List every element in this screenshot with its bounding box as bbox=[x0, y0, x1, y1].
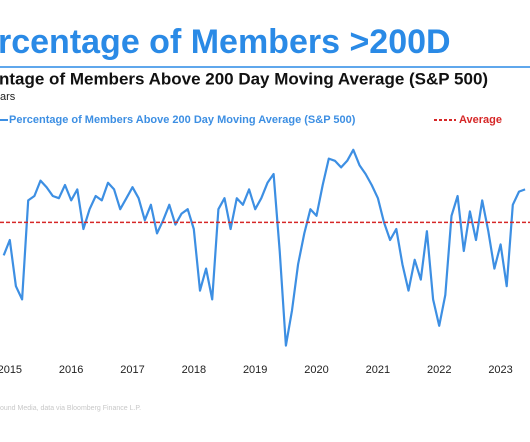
x-tick-label: 2015 bbox=[0, 364, 22, 376]
note: ars bbox=[0, 91, 16, 103]
legend-label: Average bbox=[459, 114, 502, 126]
x-tick-label: 2021 bbox=[366, 364, 390, 376]
x-tick-label: 2018 bbox=[182, 364, 206, 376]
source: ound Media, data via Bloomberg Finance L… bbox=[0, 405, 141, 412]
x-tick-label: 2019 bbox=[243, 364, 267, 376]
x-tick-label: 2023 bbox=[488, 364, 512, 376]
x-tick-label: 2016 bbox=[59, 364, 83, 376]
x-tick-label: 2017 bbox=[120, 364, 144, 376]
data-line bbox=[2, 148, 526, 347]
subtitle: ntage of Members Above 200 Day Moving Av… bbox=[0, 69, 488, 88]
x-tick-label: 2020 bbox=[304, 364, 328, 376]
x-tick-label: 2022 bbox=[427, 364, 451, 376]
legend-label: Percentage of Members Above 200 Day Movi… bbox=[9, 114, 356, 126]
chart-title: rcentage of Members >200D bbox=[0, 23, 451, 61]
